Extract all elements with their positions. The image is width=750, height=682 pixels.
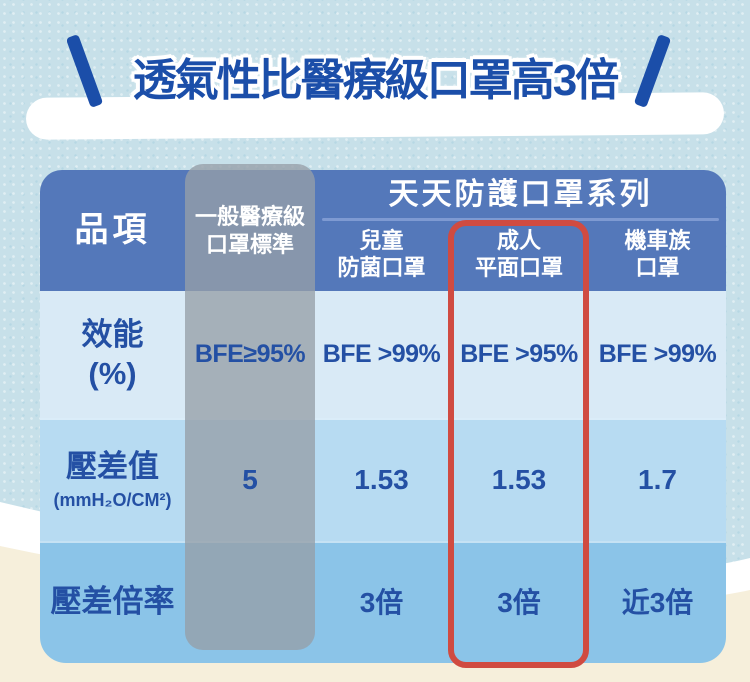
motorcycle-mask-line1: 機車族 (624, 227, 691, 253)
cell-pressure-motorcycle: 1.7 (638, 464, 677, 495)
adult-mask-line2: 平面口罩 (474, 255, 563, 280)
cell-ratio-children: 3倍 (359, 586, 404, 618)
cell-ratio-motorcycle: 近3倍 (621, 586, 694, 618)
row-label-ratio: 壓差倍率 (40, 541, 185, 663)
cell-ratio-adult: 3倍 (497, 586, 541, 618)
series-header: 天天防護口罩系列 (388, 178, 653, 212)
table-row2-bg (40, 418, 726, 541)
column-header-motorcycle-mask: 機車族 口罩 (589, 221, 726, 287)
cell-efficiency-motorcycle: BFE >99% (598, 339, 717, 368)
children-mask-line1: 兒童 (359, 227, 404, 253)
column-header-children-mask: 兒童 防菌口罩 (315, 221, 448, 287)
column-header-item: 品項 (74, 211, 151, 250)
row-label-pressure: 壓差值 (mmH₂O/CM²) (40, 418, 185, 541)
comparison-table (40, 170, 726, 663)
cell-efficiency-children: BFE >99% (322, 339, 441, 368)
cell-efficiency-standard: BFE≥95% (194, 339, 306, 368)
cell-pressure-children: 1.53 (354, 464, 409, 495)
motorcycle-mask-line2: 口罩 (635, 255, 680, 280)
cell-efficiency-adult: BFE >95% (460, 339, 578, 368)
table-row3-bg (40, 541, 726, 663)
medical-standard-line1: 一般醫療級 (194, 204, 305, 229)
header-divider-line (322, 218, 719, 221)
medical-standard-line2: 口罩標準 (205, 231, 294, 257)
column-header-adult-mask: 成人 平面口罩 (449, 221, 589, 287)
row-label-efficiency: 效能 (%) (40, 291, 185, 418)
pressure-label: 壓差值 (66, 448, 159, 484)
adult-mask-highlight-box (448, 220, 589, 668)
cell-pressure-standard: 5 (242, 464, 258, 495)
pressure-unit: (mmH₂O/CM²) (53, 489, 172, 510)
medical-standard-column-overlay (185, 164, 315, 650)
column-header-medical-standard: 一般醫療級 口罩標準 (185, 170, 315, 291)
page-title: 透氣性比醫療級口罩高3倍 (132, 56, 619, 105)
efficiency-unit: (%) (88, 355, 137, 391)
table-row1-bg (40, 291, 726, 418)
ratio-label: 壓差倍率 (50, 583, 175, 619)
adult-mask-line1: 成人 (496, 227, 541, 253)
table-header-row-bg (40, 170, 726, 291)
cell-pressure-adult: 1.53 (491, 464, 547, 495)
children-mask-line2: 防菌口罩 (337, 255, 426, 280)
efficiency-label: 效能 (81, 316, 144, 352)
